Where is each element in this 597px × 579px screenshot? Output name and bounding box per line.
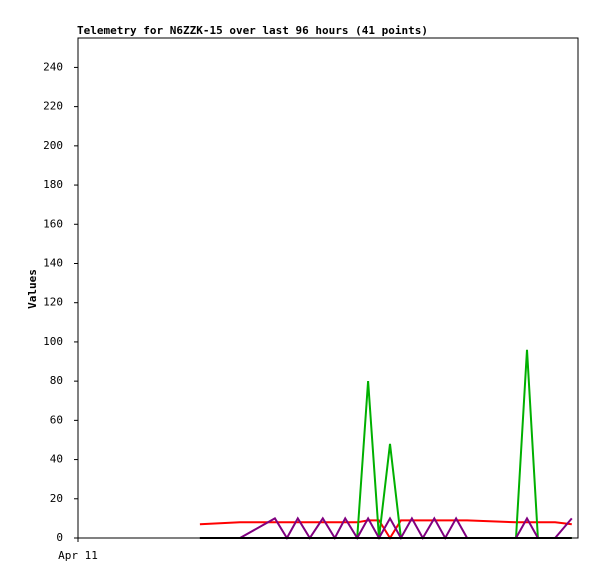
y-tick-label: 120 bbox=[43, 296, 63, 309]
y-tick-label: 80 bbox=[50, 374, 63, 387]
y-tick-label: 20 bbox=[50, 492, 63, 505]
y-tick-label: 0 bbox=[56, 531, 63, 544]
y-tick-label: 60 bbox=[50, 413, 63, 426]
y-tick-label: 240 bbox=[43, 60, 63, 73]
y-axis-label: Values bbox=[26, 269, 39, 309]
y-tick-label: 180 bbox=[43, 178, 63, 191]
chart-title: Telemetry for N6ZZK-15 over last 96 hour… bbox=[77, 24, 428, 37]
y-tick-label: 100 bbox=[43, 335, 63, 348]
x-tick-label: Apr 11 bbox=[58, 549, 98, 562]
y-tick-label: 200 bbox=[43, 139, 63, 152]
y-tick-label: 160 bbox=[43, 217, 63, 230]
y-tick-label: 220 bbox=[43, 100, 63, 113]
y-tick-label: 140 bbox=[43, 256, 63, 269]
y-tick-label: 40 bbox=[50, 453, 63, 466]
